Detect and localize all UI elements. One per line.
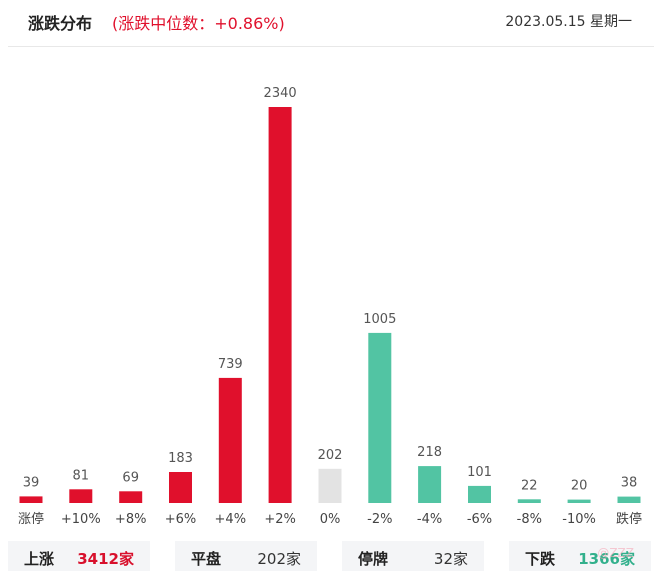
category-label: 涨停 (18, 511, 44, 527)
category-label: 跌停 (616, 511, 642, 527)
bar-+4% (218, 377, 242, 503)
category-label: -10% (562, 512, 596, 527)
value-label: 183 (168, 451, 193, 466)
bar--4% (418, 466, 442, 503)
value-label: 218 (417, 445, 442, 460)
value-label: 81 (73, 468, 90, 483)
bar-0% (318, 468, 342, 503)
bar--10% (567, 499, 591, 503)
stat-falling: 下跌 1366家 (509, 541, 651, 571)
median-change-subtitle: (涨跌中位数：+0.86%) (112, 14, 285, 33)
category-label: +10% (61, 512, 101, 527)
bar--2% (368, 332, 392, 503)
category-label: +2% (264, 512, 296, 527)
category-label: 0% (320, 512, 341, 527)
value-label: 2340 (264, 86, 297, 101)
stat-flat-label: 平盘 (191, 550, 222, 568)
category-label: +6% (165, 512, 197, 527)
bar--8% (517, 499, 541, 503)
date-label: 2023.05.15 星期一 (505, 14, 632, 30)
category-label: +4% (215, 512, 247, 527)
value-label: 739 (218, 357, 243, 372)
stat-flat-value: 202家 (257, 550, 301, 568)
header-divider (8, 46, 654, 47)
bar-+2% (268, 107, 292, 503)
stat-suspended-value: 32家 (433, 550, 468, 568)
category-label: -6% (467, 512, 492, 527)
value-label: 69 (122, 470, 139, 485)
stat-flat: 平盘 202家 (175, 541, 317, 571)
bar--6% (468, 485, 491, 503)
watermark: @ZZZ (597, 546, 634, 560)
bar-跌停 (617, 496, 641, 503)
stat-falling-label: 下跌 (525, 550, 556, 568)
value-label: 1005 (363, 312, 396, 327)
bar-+10% (69, 489, 93, 503)
value-label: 22 (521, 478, 538, 493)
stat-rising: 上涨 3412家 (8, 541, 150, 571)
summary-stats-bar: 上涨 3412家 平盘 202家 停牌 32家 下跌 1366家 (0, 541, 660, 571)
bar-+6% (169, 472, 192, 503)
bar-涨停 (19, 496, 43, 503)
category-label: -4% (417, 512, 442, 527)
value-label: 202 (318, 448, 343, 463)
bar-+8% (119, 491, 143, 503)
value-label: 39 (23, 475, 40, 490)
stat-suspended-label: 停牌 (358, 550, 389, 568)
value-label: 101 (467, 465, 492, 480)
category-label: -8% (517, 512, 542, 527)
value-label: 38 (621, 476, 638, 491)
category-label: +8% (115, 512, 147, 527)
stat-rising-label: 上涨 (24, 550, 55, 568)
stat-suspended: 停牌 32家 (342, 541, 484, 571)
chart-header: 涨跌分布 (涨跌中位数：+0.86%) 2023.05.15 星期一 (0, 0, 660, 46)
category-label: -2% (367, 512, 392, 527)
distribution-bar-chart: 39 涨停 81 +10% 69 +8% 183 +6% 739 +4% 2340 +2% 202 0% 1… (18, 86, 642, 527)
stat-rising-value: 3412家 (77, 550, 134, 568)
chart-title: 涨跌分布 (28, 14, 93, 33)
value-label: 20 (571, 479, 588, 494)
stat-falling-value: 1366家 (578, 550, 635, 568)
